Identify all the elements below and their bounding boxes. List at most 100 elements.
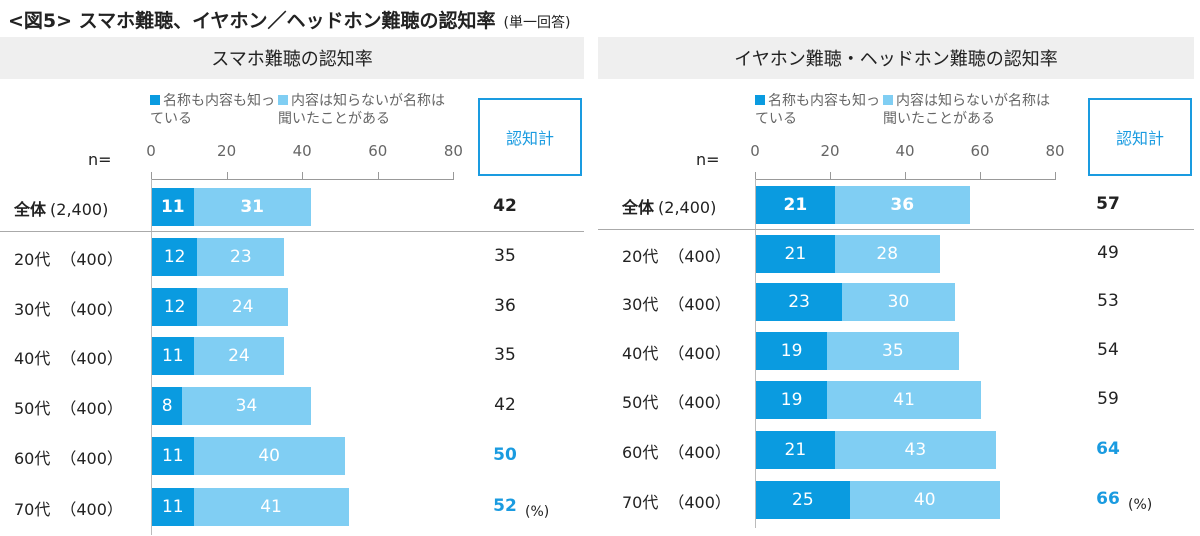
row-label: 40代 （400） xyxy=(622,340,731,364)
axis-tick-mark xyxy=(980,172,981,180)
bar-segment: 40 xyxy=(849,481,1000,519)
total-value: 35 xyxy=(494,345,516,365)
row-label: 60代 （400） xyxy=(622,439,731,463)
axis-tick-label: 0 xyxy=(146,142,156,160)
row-label: 50代 （400） xyxy=(14,395,123,419)
sample-size: （400） xyxy=(60,449,123,468)
category-label: 20代 xyxy=(14,250,51,269)
sample-size: （400） xyxy=(668,443,731,462)
sample-size: （400） xyxy=(60,399,123,418)
category-label: 20代 xyxy=(622,247,659,266)
bar-segment: 31 xyxy=(193,188,311,226)
row-label: 50代 （400） xyxy=(622,389,731,413)
total-value: 42 xyxy=(493,196,517,216)
legend-item: 名称も内容も知っている xyxy=(755,92,880,128)
legend-label: 名称も内容も知っている xyxy=(755,93,880,127)
row-separator xyxy=(0,231,584,232)
total-value: 53 xyxy=(1097,291,1119,311)
panel-title: スマホ難聴の認知率 xyxy=(0,37,584,79)
bar-segment: 12 xyxy=(152,238,198,276)
sample-size: (2,400) xyxy=(658,198,717,217)
legend-item: 内容は知らないが名称は聞いたことがある xyxy=(278,92,458,128)
category-label: 50代 xyxy=(622,393,659,412)
axis-tick-label: 80 xyxy=(443,142,463,160)
category-label: 40代 xyxy=(622,344,659,363)
axis-tick-mark xyxy=(1055,172,1056,180)
title-text: <図5> スマホ難聴、イヤホン／ヘッドホン難聴の認知率 xyxy=(8,10,496,32)
bar-segment: 21 xyxy=(756,186,835,224)
bar-segment: 24 xyxy=(197,288,289,326)
sample-size: （400） xyxy=(668,493,731,512)
category-label: 全体 xyxy=(622,198,655,217)
baseline xyxy=(151,179,152,535)
total-value: 64 xyxy=(1096,439,1120,459)
bar-segment: 30 xyxy=(842,283,955,321)
legend-swatch xyxy=(278,95,288,105)
legend-swatch xyxy=(883,95,893,105)
category-label: 50代 xyxy=(14,399,51,418)
legend-swatch xyxy=(150,95,160,105)
row-separator xyxy=(598,229,1194,230)
bar-segment: 34 xyxy=(182,387,311,425)
row-label: 70代 （400） xyxy=(622,489,731,513)
bar-segment: 11 xyxy=(152,337,194,375)
bar-segment: 19 xyxy=(756,332,828,370)
legend-label: 内容は知らないが名称は聞いたことがある xyxy=(883,93,1050,127)
axis-line xyxy=(755,179,1055,180)
category-label: 全体 xyxy=(14,200,47,219)
total-header: 認知計 xyxy=(1088,98,1192,176)
row-label: 60代 （400） xyxy=(14,445,123,469)
category-label: 70代 xyxy=(622,493,659,512)
legend-item: 名称も内容も知っている xyxy=(150,92,275,128)
category-label: 30代 xyxy=(622,295,659,314)
bar-segment: 21 xyxy=(756,235,835,273)
sample-size: （400） xyxy=(668,295,731,314)
bar-segment: 25 xyxy=(756,481,850,519)
n-label: n= xyxy=(88,150,112,169)
axis-line xyxy=(151,179,454,180)
bar-segment: 8 xyxy=(152,387,183,425)
sample-size: （400） xyxy=(668,247,731,266)
row-label: 20代 （400） xyxy=(622,243,731,267)
subtitle-text: (単一回答) xyxy=(503,15,571,31)
row-label: 30代 （400） xyxy=(622,291,731,315)
row-label: 30代 （400） xyxy=(14,296,123,320)
total-value: 52 xyxy=(493,496,517,516)
axis-tick-mark xyxy=(226,172,228,180)
n-label: n= xyxy=(696,150,720,169)
sample-size: （400） xyxy=(60,500,123,519)
bar-segment: 11 xyxy=(152,437,194,475)
row-label: 20代 （400） xyxy=(14,246,123,270)
row-label: 40代 （400） xyxy=(14,345,123,369)
baseline xyxy=(755,179,756,528)
axis-tick-mark xyxy=(302,172,304,180)
legend-label: 名称も内容も知っている xyxy=(150,93,275,127)
total-value: 35 xyxy=(494,246,516,266)
total-value: 54 xyxy=(1097,340,1119,360)
legend-swatch xyxy=(755,95,765,105)
axis-tick-label: 0 xyxy=(750,142,760,160)
total-header: 認知計 xyxy=(478,98,582,176)
axis-tick-mark xyxy=(830,172,831,180)
sample-size: （400） xyxy=(60,300,123,319)
axis-tick-mark xyxy=(755,172,756,180)
total-value: 42 xyxy=(494,395,516,415)
bar-segment: 41 xyxy=(193,488,349,526)
bar-segment: 19 xyxy=(756,381,828,419)
bar-segment: 40 xyxy=(193,437,345,475)
bar-segment: 11 xyxy=(152,188,194,226)
category-label: 60代 xyxy=(622,443,659,462)
legend-label: 内容は知らないが名称は聞いたことがある xyxy=(278,93,445,127)
total-value: 49 xyxy=(1097,243,1119,263)
axis-tick-label: 20 xyxy=(217,142,237,160)
row-label: 全体 (2,400) xyxy=(14,196,108,220)
unit-label: (%) xyxy=(1128,497,1153,513)
category-label: 40代 xyxy=(14,349,51,368)
category-label: 60代 xyxy=(14,449,51,468)
sample-size: （400） xyxy=(60,250,123,269)
axis-tick-mark xyxy=(453,172,455,180)
bar-segment: 12 xyxy=(152,288,198,326)
axis-tick-label: 20 xyxy=(820,142,840,160)
figure-title: <図5> スマホ難聴、イヤホン／ヘッドホン難聴の認知率 (単一回答) xyxy=(8,6,570,33)
sample-size: (2,400) xyxy=(50,200,109,219)
